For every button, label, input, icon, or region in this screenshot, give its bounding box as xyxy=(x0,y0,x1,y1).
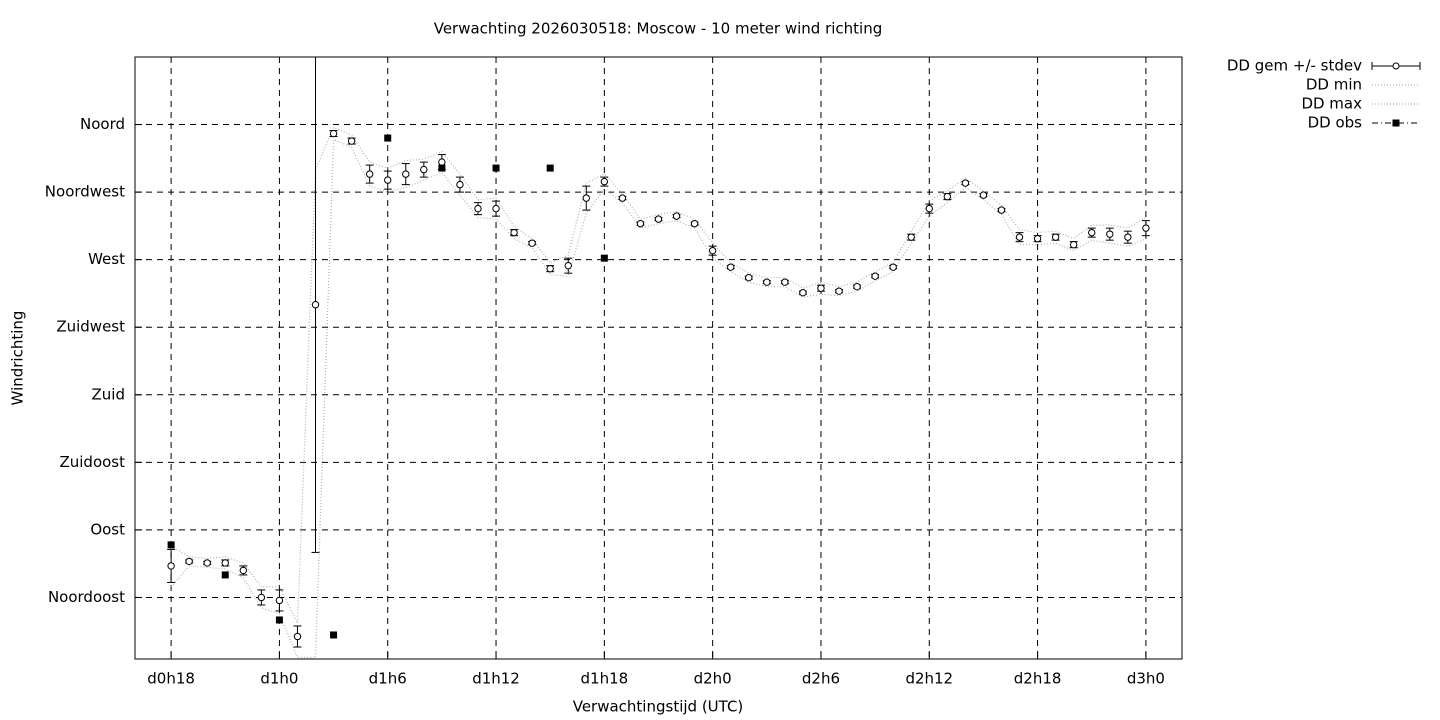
mean-point xyxy=(1033,234,1042,243)
mean-point xyxy=(347,137,356,145)
mean-point xyxy=(889,263,897,271)
plot-area xyxy=(167,57,1150,659)
x-tick-label: d1h0 xyxy=(260,670,298,688)
mean-point xyxy=(690,219,699,228)
mean-point xyxy=(961,179,970,187)
mean-point xyxy=(907,233,915,241)
x-tick-label: d2h0 xyxy=(694,670,732,688)
x-tick-label: d1h12 xyxy=(472,670,520,688)
mean-point xyxy=(185,557,193,566)
x-tick-label: d1h6 xyxy=(369,670,407,688)
mean-point xyxy=(456,180,464,189)
range-line xyxy=(170,138,1147,659)
mean-point xyxy=(402,170,410,178)
mean-point xyxy=(582,194,590,202)
mean-point xyxy=(618,194,627,202)
mean-point xyxy=(420,165,428,174)
mean-point xyxy=(329,129,338,138)
mean-point xyxy=(1106,230,1114,238)
mean-point xyxy=(239,566,248,575)
legend-swatch xyxy=(1392,62,1400,70)
mean-point xyxy=(1124,233,1132,241)
obs-point xyxy=(330,631,338,639)
mean-point xyxy=(203,559,211,567)
mean-point xyxy=(853,282,861,291)
x-axis-label: Verwachtingstijd (UTC) xyxy=(573,698,744,716)
mean-point xyxy=(871,272,879,280)
x-tick-label: d2h6 xyxy=(802,670,840,688)
y-tick-label: Noordoost xyxy=(48,588,125,606)
x-tick-label: d3h0 xyxy=(1127,670,1165,688)
mean-point xyxy=(997,206,1006,214)
obs-point xyxy=(221,571,229,579)
obs-point xyxy=(492,164,500,172)
mean-point xyxy=(727,263,735,271)
mean-point xyxy=(654,215,663,223)
mean-point xyxy=(293,632,302,641)
y-tick-label: Noordwest xyxy=(45,183,125,201)
obs-point xyxy=(600,254,608,262)
y-tick-label: Noord xyxy=(80,115,125,133)
mean-point xyxy=(943,192,952,201)
mean-point xyxy=(492,204,500,213)
mean-point xyxy=(1069,240,1078,249)
mean-point xyxy=(1015,233,1024,241)
mean-point xyxy=(925,204,933,213)
mean-point xyxy=(1142,224,1150,232)
x-tick-label: d1h18 xyxy=(581,670,629,688)
mean-point xyxy=(636,219,645,228)
y-tick-label: West xyxy=(88,250,125,268)
mean-point xyxy=(221,559,229,567)
legend-label: DD gem +/- stdev xyxy=(1227,57,1362,75)
legend-label: DD min xyxy=(1306,76,1362,94)
mean-point xyxy=(817,284,825,292)
range-line xyxy=(170,126,1147,624)
plot-frame xyxy=(134,56,1183,660)
y-axis-label: Windrichting xyxy=(9,311,27,406)
mean-point xyxy=(781,278,789,286)
mean-point xyxy=(979,191,988,199)
obs-point xyxy=(167,541,175,549)
mean-point xyxy=(1051,233,1060,241)
mean-point xyxy=(438,158,446,166)
obs-point xyxy=(275,616,283,624)
mean-point xyxy=(257,593,266,602)
legend-swatch xyxy=(1392,119,1400,127)
y-tick-label: Oost xyxy=(90,520,125,538)
mean-point xyxy=(311,301,320,309)
mean-point xyxy=(510,228,518,237)
obs-point xyxy=(384,134,392,142)
x-tick-label: d2h18 xyxy=(1014,670,1062,688)
y-tick-label: Zuidoost xyxy=(59,453,125,471)
grid xyxy=(135,57,1182,659)
legend-label: DD max xyxy=(1301,95,1362,113)
mean-point xyxy=(365,170,374,178)
mean-point xyxy=(167,562,175,570)
y-tick-label: Zuid xyxy=(92,385,125,403)
mean-point xyxy=(799,288,807,297)
y-tick-label: Zuidwest xyxy=(56,318,125,336)
x-tick-label: d0h18 xyxy=(147,670,195,688)
mean-point xyxy=(546,264,554,273)
mean-point xyxy=(474,204,482,213)
legend-label: DD obs xyxy=(1308,114,1363,132)
mean-point xyxy=(763,278,771,286)
mean-point xyxy=(600,177,609,186)
obs-point xyxy=(438,164,446,172)
mean-point xyxy=(528,239,536,247)
x-tick-label: d2h12 xyxy=(905,670,953,688)
obs-point xyxy=(546,164,554,172)
mean-point xyxy=(745,273,753,282)
chart-title: Verwachting 2026030518: Moscow - 10 mete… xyxy=(434,20,883,38)
mean-point xyxy=(672,212,681,220)
mean-point xyxy=(275,596,284,605)
mean-point xyxy=(708,246,717,255)
mean-point xyxy=(835,287,843,295)
mean-point xyxy=(564,261,572,270)
mean-point xyxy=(1088,228,1096,237)
mean-point xyxy=(384,176,392,184)
